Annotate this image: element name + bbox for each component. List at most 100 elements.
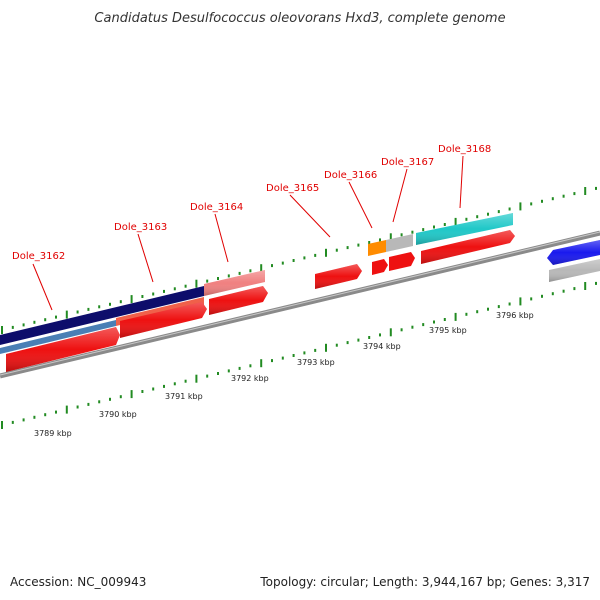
ruler-tick-upper — [476, 215, 479, 219]
scale-label: 3793 kbp — [297, 358, 335, 367]
ruler-tick-upper — [573, 192, 576, 196]
ruler-tick-lower — [109, 397, 111, 401]
scale-label: 3794 kbp — [363, 342, 401, 351]
ruler-tick-lower — [487, 307, 489, 311]
scale-label: 3795 kbp — [429, 326, 467, 335]
ruler-tick-lower — [508, 302, 511, 306]
ruler-tick-lower — [519, 297, 522, 306]
ruler-tick-lower — [379, 333, 381, 337]
label-leader-dole-3162 — [32, 263, 53, 311]
ruler-tick-upper — [357, 243, 360, 247]
ruler-tick-lower — [335, 343, 338, 347]
ruler-tick-lower — [152, 387, 155, 391]
ruler-tick-upper — [76, 310, 79, 314]
gene-label-dole-3165[interactable]: Dole_3165 — [266, 183, 319, 194]
ruler-tick-upper — [584, 187, 587, 195]
ruler-tick-lower — [76, 405, 79, 409]
ruler-tick-lower — [465, 312, 468, 316]
gene-label-dole-3162[interactable]: Dole_3162 — [12, 251, 65, 262]
ruler-tick-upper — [292, 259, 295, 262]
ruler-tick-upper — [11, 325, 14, 329]
feature-shading — [120, 302, 207, 338]
scale-label-layer: 3789 kbp 3790 kbp 3791 kbp 3792 kbp 3793… — [34, 311, 534, 438]
ruler-tick-lower — [130, 390, 133, 399]
genome-summary-text: Topology: circular; Length: 3,944,167 bp… — [259, 575, 590, 589]
ruler-tick-lower — [325, 343, 327, 352]
ruler-tick-lower — [551, 292, 554, 296]
ruler-tick-lower — [411, 325, 414, 329]
feature-gray-bar[interactable] — [386, 234, 413, 252]
ruler-tick-lower — [33, 415, 36, 419]
gene-label-dole-3167[interactable]: Dole_3167 — [381, 157, 434, 168]
ruler-tick-lower — [400, 328, 403, 332]
ruler-tick-lower — [281, 356, 284, 360]
ruler-tick-upper — [260, 264, 263, 273]
ruler-tick-upper — [303, 256, 306, 260]
ruler-tick-lower — [454, 312, 457, 321]
ruler-tick-lower — [271, 359, 273, 363]
ruler-tick-lower — [98, 400, 101, 404]
label-leader-dole-3163 — [137, 233, 154, 283]
ruler-tick-upper — [389, 233, 392, 242]
gene-label-dole-3166[interactable]: Dole_3166 — [324, 170, 377, 181]
ruler-tick-upper — [22, 323, 25, 327]
ruler-tick-upper — [595, 186, 597, 190]
ruler-tick-lower — [562, 289, 565, 293]
ruler-tick-upper — [443, 223, 446, 226]
ruler-tick-lower — [119, 395, 122, 399]
gene-label-dole-3164[interactable]: Dole_3164 — [190, 202, 243, 213]
ruler-tick-upper — [217, 277, 219, 280]
ruler-tick-upper — [1, 326, 3, 334]
feature-shading — [547, 240, 600, 265]
ruler-tick-lower — [22, 418, 25, 422]
ruler-tick-lower — [87, 402, 90, 406]
ruler-tick-upper — [195, 279, 198, 288]
ruler-tick-lower — [141, 390, 144, 393]
ruler-tick-upper — [119, 300, 122, 304]
feature-orange-bar[interactable] — [368, 240, 386, 256]
ruler-tick-lower — [206, 374, 209, 378]
ruler-tick-lower — [346, 341, 349, 345]
ruler-tick-upper — [562, 194, 565, 198]
gene-label-layer: Dole_3162 Dole_3163 Dole_3164 Dole_3165 … — [12, 144, 491, 311]
ruler-tick-lower — [238, 366, 241, 370]
gene-label-dole-3163[interactable]: Dole_3163 — [114, 222, 167, 233]
ruler-tick-upper — [400, 233, 403, 237]
ruler-tick-lower — [55, 410, 57, 414]
ruler-tick-upper — [141, 295, 144, 298]
ruler-tick-upper — [335, 248, 338, 252]
ruler-tick-upper — [152, 292, 155, 296]
scale-label: 3791 kbp — [165, 392, 203, 401]
ruler-tick-upper — [206, 279, 209, 283]
gene-arrow-dole-3166[interactable] — [372, 259, 388, 275]
ruler-tick-lower — [227, 369, 230, 373]
feature-navy-bar[interactable] — [0, 286, 204, 345]
backbone-highlight — [0, 231, 600, 376]
ruler-tick-lower — [292, 354, 295, 357]
ruler-tick-upper — [33, 320, 36, 324]
label-leader-dole-3167 — [392, 168, 408, 223]
ruler-tick-upper — [422, 228, 425, 232]
ruler-tick-upper — [508, 207, 511, 211]
ruler-tick-lower — [260, 359, 263, 368]
ruler-tick-upper — [173, 287, 176, 291]
ruler-tick-upper — [454, 217, 457, 226]
ruler-tick-upper — [433, 225, 435, 229]
gene-arrow-dole-3167[interactable] — [389, 252, 415, 271]
ruler-tick-upper — [184, 284, 187, 288]
ruler-tick-upper — [530, 202, 533, 206]
accession-text: Accession: NC_009943 — [10, 575, 146, 589]
scale-label: 3790 kbp — [99, 410, 137, 419]
feature-shading — [6, 327, 120, 372]
ruler-tick-lower — [530, 297, 533, 301]
ruler-tick-upper — [465, 217, 468, 221]
ruler-tick-lower — [368, 336, 371, 339]
ruler-tick-upper — [541, 199, 543, 203]
ruler-tick-lower — [357, 338, 360, 342]
ruler-tick-upper — [368, 241, 371, 244]
gene-label-dole-3168[interactable]: Dole_3168 — [438, 144, 491, 155]
feature-steel-blue-bar[interactable] — [0, 320, 116, 354]
ruler-tick-lower — [389, 328, 392, 337]
